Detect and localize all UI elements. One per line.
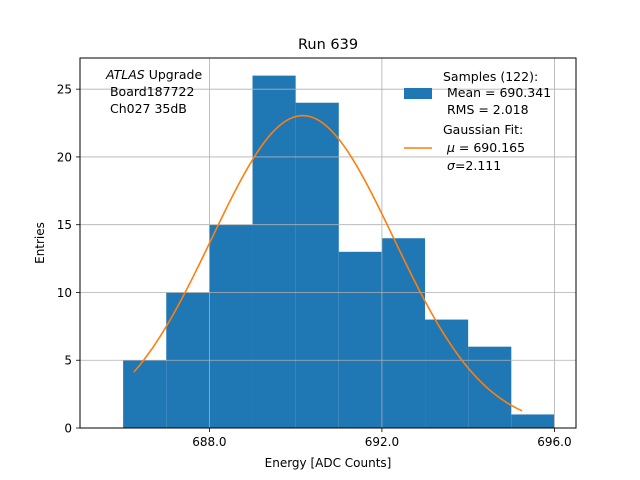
x-tick-label: 696.0: [537, 435, 571, 449]
legend-samples-mean: Mean = 690.341: [443, 85, 551, 100]
legend: Samples (122): Mean = 690.341 RMS = 2.01…: [404, 69, 551, 173]
atlas-label: ATLAS: [105, 67, 145, 82]
histogram-bar: [425, 319, 469, 428]
gaussian-fit: [133, 114, 523, 412]
x-tick-label: 688.0: [192, 435, 226, 449]
legend-fit-sigma: σ=2.111: [447, 158, 501, 173]
mu-symbol: μ: [446, 140, 455, 155]
y-axis-label: Entries: [33, 222, 47, 264]
histogram-bar: [468, 346, 512, 428]
y-tick-label: 5: [64, 354, 72, 368]
histogram-bar: [338, 251, 382, 428]
run-annotation: ATLAS Upgrade Board187722 Ch027 35dB: [105, 67, 202, 116]
annotation-board: Board187722: [106, 84, 194, 99]
histogram-bar: [252, 75, 296, 428]
legend-fit-title: Gaussian Fit:: [443, 122, 523, 137]
x-tick-label: 692.0: [365, 435, 399, 449]
plot-frame: [79, 57, 577, 429]
histogram-bar: [209, 224, 253, 428]
legend-fit-mu: μ = 690.165: [443, 140, 525, 155]
histogram-bar: [123, 360, 167, 428]
legend-samples-title: Samples (122):: [443, 69, 538, 84]
chart-title: Run 639: [298, 37, 358, 53]
histogram-bar: [511, 414, 555, 428]
legend-fit-sigma-value: =2.111: [455, 158, 501, 173]
histogram-bar: [295, 102, 339, 428]
y-tick-label: 20: [57, 150, 72, 164]
annotation-channel: Ch027 35dB: [106, 101, 187, 116]
annotation-upgrade: Upgrade: [145, 67, 203, 82]
annotation-line-1: ATLAS Upgrade: [105, 67, 202, 82]
axis-ticks: 688.0 692.0 696.0 0 5 10 15 20 25: [57, 83, 572, 449]
histogram-bars: [123, 75, 555, 428]
legend-samples-rms: RMS = 2.018: [443, 102, 529, 117]
y-tick-label: 25: [57, 83, 72, 97]
gaussian-fit-curve: [133, 114, 523, 412]
legend-fit-mu-value: = 690.165: [455, 140, 525, 155]
legend-histogram-swatch: [404, 88, 432, 99]
y-tick-label: 0: [64, 422, 72, 436]
sigma-symbol: σ: [447, 158, 456, 173]
x-axis-label: Energy [ADC Counts]: [265, 456, 392, 470]
y-tick-label: 10: [57, 286, 72, 300]
histogram-bar: [381, 238, 426, 428]
y-tick-label: 15: [57, 218, 72, 232]
